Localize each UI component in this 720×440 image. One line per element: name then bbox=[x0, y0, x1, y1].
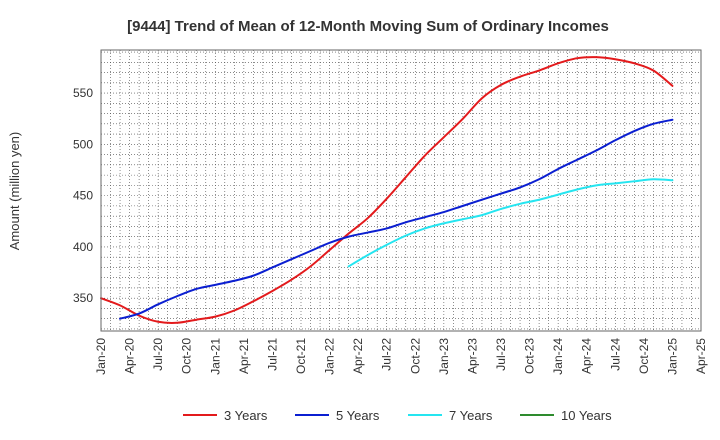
x-tick-label: Jan-22 bbox=[323, 338, 337, 375]
legend-label-7-years: 7 Years bbox=[449, 408, 493, 423]
y-tick-label: 550 bbox=[73, 86, 93, 100]
x-axis-ticks: Jan-20 Apr-20 Jul-20 Oct-20 Jan-21 Apr-21 Jul-… bbox=[94, 338, 708, 375]
legend-label-3-years: 3 Years bbox=[224, 408, 268, 423]
series-line-5-years bbox=[119, 118, 674, 320]
legend-label-10-years: 10 Years bbox=[561, 408, 612, 423]
x-tick-label: Jul-24 bbox=[608, 338, 622, 371]
x-tick-label: Apr-25 bbox=[694, 338, 708, 374]
x-tick-label: Apr-24 bbox=[580, 338, 594, 374]
grid bbox=[101, 50, 701, 331]
chart-title: [9444] Trend of Mean of 12-Month Moving … bbox=[127, 18, 609, 35]
series-line-7-years bbox=[347, 178, 674, 268]
series-lines bbox=[100, 56, 674, 324]
y-axis-label: Amount (million yen) bbox=[7, 132, 22, 251]
x-tick-label: Oct-22 bbox=[408, 338, 422, 374]
y-tick-label: 450 bbox=[73, 189, 93, 203]
x-tick-label: Apr-23 bbox=[465, 338, 479, 374]
x-tick-label: Jul-21 bbox=[265, 338, 279, 371]
x-tick-label: Jul-20 bbox=[151, 338, 165, 371]
x-tick-label: Oct-24 bbox=[637, 338, 651, 374]
x-tick-label: Jan-24 bbox=[551, 338, 565, 375]
legend-label-5-years: 5 Years bbox=[336, 408, 380, 423]
x-tick-label: Jan-23 bbox=[437, 338, 451, 375]
y-tick-label: 500 bbox=[73, 137, 93, 151]
x-tick-label: Jul-23 bbox=[494, 338, 508, 371]
x-tick-label: Jan-20 bbox=[94, 338, 108, 375]
x-tick-label: Oct-20 bbox=[180, 338, 194, 374]
y-tick-label: 350 bbox=[73, 291, 93, 305]
x-tick-label: Oct-23 bbox=[523, 338, 537, 374]
x-tick-label: Apr-20 bbox=[123, 338, 137, 374]
y-tick-label: 400 bbox=[73, 240, 93, 254]
x-tick-label: Apr-21 bbox=[237, 338, 251, 374]
series-line-3-years bbox=[100, 56, 674, 324]
legend: 3 Years 5 Years 7 Years 10 Years bbox=[183, 408, 612, 423]
x-tick-label: Jan-21 bbox=[208, 338, 222, 375]
x-tick-label: Apr-22 bbox=[351, 338, 365, 374]
plot-area-frame bbox=[100, 49, 702, 332]
x-tick-label: Jul-22 bbox=[380, 338, 394, 371]
x-tick-label: Jan-25 bbox=[665, 338, 679, 375]
x-tick-label: Oct-21 bbox=[294, 338, 308, 374]
y-axis-ticks: 350 400 450 500 550 bbox=[73, 86, 93, 305]
